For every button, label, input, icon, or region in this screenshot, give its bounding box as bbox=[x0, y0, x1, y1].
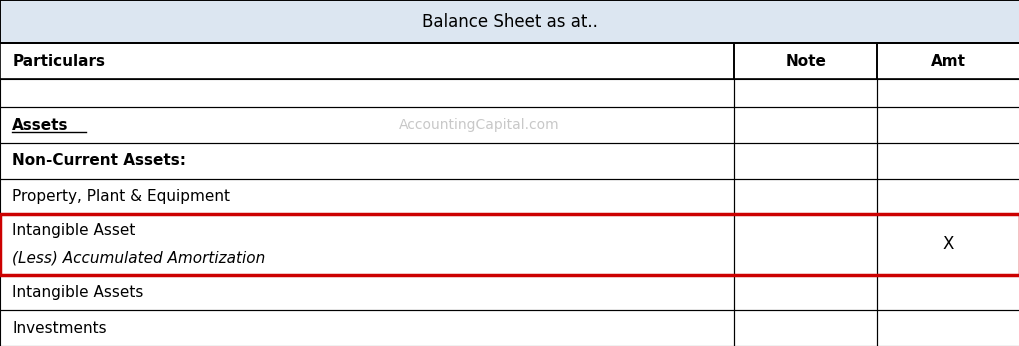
Bar bbox=[0, 310, 734, 346]
Text: (Less) Accumulated Amortization: (Less) Accumulated Amortization bbox=[12, 251, 265, 266]
Bar bbox=[0, 107, 734, 143]
Text: Amt: Amt bbox=[930, 54, 965, 69]
Text: Non-Current Assets:: Non-Current Assets: bbox=[12, 153, 186, 168]
Text: Property, Plant & Equipment: Property, Plant & Equipment bbox=[12, 189, 230, 204]
Bar bbox=[0, 215, 734, 274]
Bar bbox=[0, 0, 1019, 43]
Bar bbox=[0, 79, 734, 107]
Bar bbox=[734, 215, 876, 274]
Bar bbox=[876, 43, 1019, 79]
Text: Balance Sheet as at..: Balance Sheet as at.. bbox=[422, 12, 597, 31]
Bar bbox=[0, 0, 1019, 43]
Bar bbox=[876, 143, 1019, 179]
Bar bbox=[876, 107, 1019, 143]
Bar bbox=[734, 143, 876, 179]
Text: Particulars: Particulars bbox=[12, 54, 105, 69]
Bar bbox=[734, 107, 876, 143]
Bar bbox=[734, 43, 876, 79]
Text: Investments: Investments bbox=[12, 321, 107, 336]
Bar bbox=[0, 274, 734, 310]
Bar bbox=[876, 310, 1019, 346]
Bar bbox=[0, 179, 734, 215]
Bar bbox=[876, 179, 1019, 215]
Text: Intangible Assets: Intangible Assets bbox=[12, 285, 144, 300]
Bar bbox=[734, 274, 876, 310]
Text: AccountingCapital.com: AccountingCapital.com bbox=[398, 118, 559, 132]
Text: X: X bbox=[942, 236, 954, 254]
Bar bbox=[876, 79, 1019, 107]
Text: Intangible Asset: Intangible Asset bbox=[12, 223, 136, 238]
Bar bbox=[876, 215, 1019, 274]
Bar bbox=[876, 274, 1019, 310]
Bar bbox=[734, 179, 876, 215]
Bar bbox=[0, 215, 1019, 274]
Bar bbox=[734, 310, 876, 346]
Text: Assets: Assets bbox=[12, 118, 68, 133]
Text: Note: Note bbox=[785, 54, 825, 69]
Bar bbox=[0, 143, 734, 179]
Bar bbox=[734, 79, 876, 107]
Bar bbox=[0, 43, 734, 79]
